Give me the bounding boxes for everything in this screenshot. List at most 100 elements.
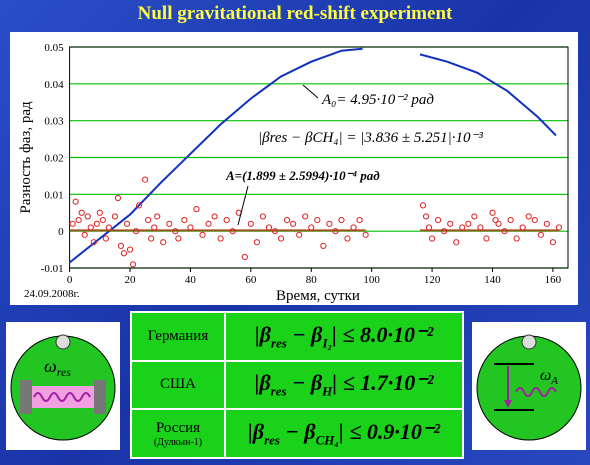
photon	[515, 387, 557, 397]
point	[283, 217, 291, 224]
point	[175, 235, 182, 242]
y-tick-label: 0.04	[44, 79, 64, 91]
icon-label: ωA	[540, 367, 558, 387]
y-tick-label: 0	[58, 226, 64, 238]
point	[111, 213, 119, 220]
icon-left: ωres	[6, 322, 120, 450]
formula-cell: |βres − βH| ≤ 1.7·10⁻²	[224, 359, 464, 411]
leader	[302, 84, 319, 99]
point	[181, 217, 188, 224]
annotation: |βres − βCH₄| = |3.836 ± 5.251|·10⁻³	[258, 130, 483, 146]
y-axis-label: Разность фаз, рад	[18, 101, 34, 214]
point	[69, 220, 76, 227]
point	[72, 198, 79, 205]
bound: ≤ 1.7·10⁻²	[342, 370, 434, 396]
country-note: (Дулкын-1)	[153, 436, 203, 448]
point	[135, 202, 143, 209]
subscript: CH₄	[315, 432, 339, 448]
point	[132, 228, 140, 235]
country-cell: США	[130, 359, 226, 411]
point	[459, 224, 466, 231]
point	[78, 209, 85, 216]
icon-left-drawing: ωres	[10, 334, 116, 441]
point	[543, 220, 550, 227]
point	[187, 224, 194, 231]
point	[435, 217, 442, 224]
point	[126, 246, 134, 253]
point	[271, 228, 279, 235]
point	[356, 217, 363, 224]
point	[492, 217, 499, 224]
point	[199, 231, 206, 238]
point	[154, 213, 161, 220]
country: Германия	[147, 327, 209, 344]
point	[531, 217, 538, 224]
point	[99, 217, 106, 224]
point	[217, 235, 224, 242]
bound: ≤ 8.0·10⁻²	[342, 321, 434, 347]
point	[507, 217, 514, 224]
y-tick-label: 0.01	[44, 189, 63, 201]
country: Россия	[155, 419, 201, 436]
x-tick-label: 140	[484, 274, 501, 286]
point	[537, 231, 544, 238]
arrowhead	[504, 400, 512, 408]
point	[211, 213, 218, 220]
x-tick-label: 80	[306, 274, 318, 286]
country: США	[160, 376, 196, 393]
plot-frame	[69, 46, 569, 269]
point	[332, 228, 339, 235]
point	[259, 213, 267, 220]
point	[290, 220, 297, 227]
resonator	[32, 386, 94, 408]
clock	[55, 334, 71, 350]
point	[296, 231, 303, 238]
annotation: A₀= 4.95·10⁻² рад	[321, 92, 434, 108]
x-tick-label: 20	[125, 274, 137, 286]
point	[425, 224, 433, 231]
clock	[521, 334, 537, 350]
point	[114, 194, 122, 202]
point	[241, 253, 248, 261]
point	[93, 220, 100, 227]
formula-cell: |βres − βI₂| ≤ 8.0·10⁻²	[224, 311, 464, 362]
subscript: res	[270, 335, 287, 351]
point	[105, 224, 112, 231]
point	[338, 217, 345, 224]
annotation: A=(1.899 ± 2.5994)·10⁻⁴ рад	[225, 168, 380, 183]
subscript: I₂	[322, 335, 333, 351]
point	[84, 213, 91, 220]
point	[495, 220, 502, 227]
point	[120, 250, 128, 257]
date-note: 24.09.2008г.	[24, 288, 80, 300]
point	[519, 224, 526, 231]
point	[453, 239, 460, 246]
bound: ≤ 0.9·10⁻²	[349, 418, 441, 444]
point	[129, 261, 137, 268]
point	[172, 228, 179, 235]
point	[253, 239, 260, 246]
y-tick-label: 0.05	[44, 42, 64, 54]
x-axis-label: Время, сутки	[276, 288, 360, 304]
icon-disc	[476, 335, 582, 441]
x-tick-label: 160	[545, 274, 562, 286]
line	[68, 47, 557, 264]
point	[513, 235, 520, 242]
point	[465, 220, 472, 227]
point	[75, 217, 82, 224]
point	[247, 220, 254, 227]
results-table: Германия |βres − βI₂| ≤ 8.0·10⁻² США |βres …	[130, 311, 464, 459]
point	[87, 224, 94, 231]
point	[447, 220, 454, 227]
point	[117, 242, 125, 249]
point	[308, 224, 315, 231]
table-row: Россия (Дулкын-1) |βres − βCH₄| ≤ 0.9·10⁻²	[130, 408, 464, 459]
point	[277, 235, 285, 242]
point	[428, 235, 436, 242]
y-tick-label: 0.03	[44, 116, 64, 128]
x-tick-label: 100	[363, 274, 380, 286]
point	[483, 235, 490, 242]
x-tick-label: 0	[67, 274, 73, 286]
wave	[33, 392, 91, 402]
point	[422, 213, 430, 220]
